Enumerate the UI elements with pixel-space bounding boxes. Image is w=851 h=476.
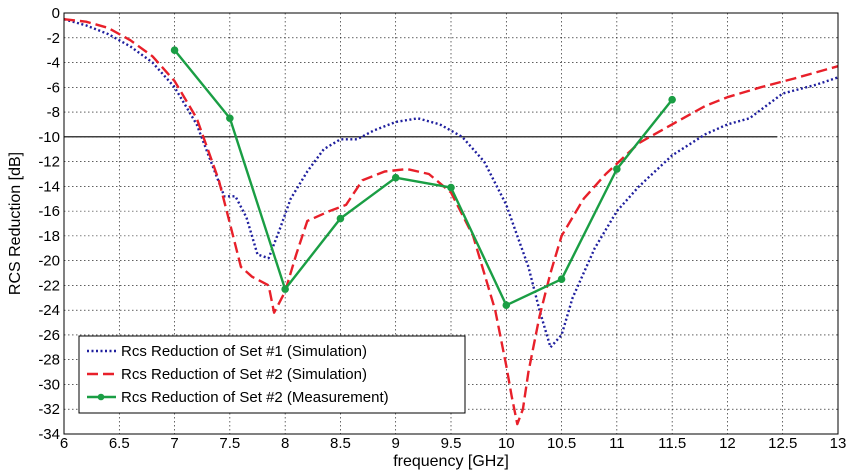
x-tick-label: 11.5 (658, 435, 686, 452)
x-tick-label: 11 (609, 435, 625, 452)
data-point (447, 183, 455, 192)
series-line-3 (173, 49, 674, 307)
y-tick-label: -26 (38, 327, 60, 344)
x-tick-label: 9 (392, 435, 400, 452)
x-tick-label: 6.5 (109, 435, 130, 452)
series-group (63, 18, 839, 426)
y-tick-label: -12 (38, 154, 60, 171)
x-tick-label: 12.5 (768, 435, 797, 452)
legend: Rcs Reduction of Set #1 (Simulation) Rcs … (78, 335, 466, 414)
data-point (557, 275, 566, 284)
x-tick-label: 12 (719, 435, 736, 452)
x-tick-label: 10 (498, 435, 515, 452)
x-tick-label: 6 (60, 435, 68, 452)
data-point (668, 95, 676, 104)
y-tick-label: -4 (47, 55, 60, 72)
y-tick-label: -20 (38, 253, 60, 270)
x-tick-label: 7 (170, 435, 178, 452)
x-tick-labels: 6 6.5 7 7.5 8 8.5 9 9.5 10 10.5 11 11.5 12 12.5 13 (60, 435, 847, 452)
legend-label-3: Rcs Reduction of Set #2 (Measurement) (121, 389, 389, 406)
y-tick-label: -24 (38, 302, 60, 319)
x-tick-label: 8 (281, 435, 289, 452)
y-tick-label: -30 (38, 376, 60, 393)
legend-marker (97, 393, 105, 401)
plot-frame (63, 12, 839, 435)
y-tick-label: -22 (38, 277, 60, 294)
legend-box (78, 335, 466, 414)
legend-label-1: Rcs Reduction of Set #1 (Simulation) (121, 343, 367, 360)
data-point (391, 173, 400, 182)
y-tick-label: -28 (38, 352, 60, 369)
series-line-2 (63, 18, 839, 426)
x-tick-label: 10.5 (547, 435, 576, 452)
data-point (502, 301, 511, 310)
y-tick-label: -18 (38, 228, 60, 245)
y-tick-label: -8 (47, 104, 60, 121)
y-tick-label: 0 (52, 5, 60, 22)
y-tick-label: -34 (38, 426, 60, 443)
data-point (170, 46, 179, 54)
x-tick-label: 9.5 (441, 435, 462, 452)
y-tick-label: -32 (38, 401, 60, 418)
y-tick-label: -10 (38, 129, 60, 146)
x-tick-label: 8.5 (330, 435, 351, 452)
x-tick-label: 13 (830, 435, 847, 452)
legend-label-2: Rcs Reduction of Set #2 (Simulation) (121, 366, 367, 383)
x-axis-label: frequency [GHz] (393, 453, 509, 470)
data-point (336, 214, 345, 223)
y-tick-label: -14 (38, 178, 60, 195)
x-tick-label: 7.5 (219, 435, 240, 452)
y-tick-label: -2 (47, 30, 60, 47)
data-point (226, 114, 234, 123)
data-point (613, 165, 621, 173)
y-tick-label: -16 (38, 203, 60, 220)
data-point (281, 285, 289, 293)
y-tick-label: -6 (47, 79, 60, 96)
series-line-1 (63, 18, 839, 349)
y-tick-labels: 0 -2 -4 -6 -8 -10 -12 -14 -16 -18 -20 -22 -24 -26 -28 -… (38, 5, 60, 443)
y-axis-label: RCS Reduction [dB] (7, 152, 24, 295)
